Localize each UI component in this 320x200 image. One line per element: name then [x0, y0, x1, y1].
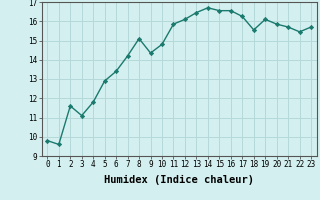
X-axis label: Humidex (Indice chaleur): Humidex (Indice chaleur) [104, 175, 254, 185]
